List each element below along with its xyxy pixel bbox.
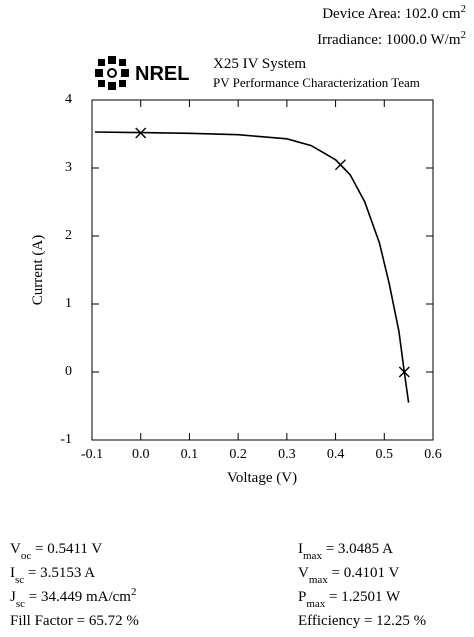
y-tick-label: -1 <box>60 432 72 447</box>
logo-text: NREL <box>135 63 189 85</box>
device-area: Device Area: 102.0 cm2 <box>322 3 466 22</box>
plot-frame <box>91 99 434 441</box>
x-axis-label: Voltage (V) <box>227 470 297 486</box>
subscript: max <box>306 598 325 610</box>
subscript: oc <box>21 550 32 562</box>
y-tick-label: 4 <box>65 92 72 107</box>
stat-left: Fill Factor = 65.72 % <box>10 613 139 629</box>
system-title: X25 IV System <box>213 56 306 72</box>
x-tick-label: -0.1 <box>81 447 103 462</box>
x-tick-label: 0.3 <box>278 447 296 462</box>
x-tick-label: 0.0 <box>132 447 150 462</box>
text-part: = 34.449 mA/cm <box>25 589 131 605</box>
subscript: max <box>303 550 322 562</box>
y-tick-label: 3 <box>65 160 72 175</box>
text-part: Efficiency = 12.25 % <box>298 613 426 629</box>
text-part: I <box>10 565 15 581</box>
x-tick-label: 0.5 <box>376 447 394 462</box>
text-part: I <box>298 541 303 557</box>
text-part: = 0.4101 V <box>328 565 400 581</box>
logo-icon <box>95 56 129 90</box>
text-part: = 1.2501 W <box>325 589 401 605</box>
stat-left: Isc = 3.5153 A <box>10 565 95 586</box>
text-part: V <box>298 565 309 581</box>
subscript: max <box>309 574 328 586</box>
text-part: Irradiance: 1000.0 W/m <box>317 32 461 48</box>
text-part: = 3.5153 A <box>24 565 95 581</box>
text-part: P <box>298 589 306 605</box>
stat-left: Voc = 0.5411 V <box>10 541 102 562</box>
irradiance: Irradiance: 1000.0 W/m2 <box>317 29 466 48</box>
text-part: = 3.0485 A <box>322 541 393 557</box>
x-tick-label: 0.6 <box>424 447 442 462</box>
y-tick-label: 2 <box>65 228 72 243</box>
subscript: sc <box>16 598 25 610</box>
text-part: V <box>10 541 21 557</box>
text-part: J <box>10 589 16 605</box>
y-tick-label: 0 <box>65 364 72 379</box>
y-tick-label: 1 <box>65 296 72 311</box>
iv-curve <box>94 131 410 403</box>
marker <box>334 159 346 171</box>
x-tick-label: 0.4 <box>327 447 345 462</box>
superscript: 2 <box>461 29 467 41</box>
subscript: sc <box>15 574 24 586</box>
y-axis-label: Current (A) <box>30 235 46 305</box>
stat-right: Vmax = 0.4101 V <box>298 565 399 586</box>
team-name: PV Performance Characterization Team <box>213 75 420 90</box>
text-part: Fill Factor = 65.72 % <box>10 613 139 629</box>
stat-right: Pmax = 1.2501 W <box>298 589 401 610</box>
x-tick-label: 0.1 <box>181 447 199 462</box>
marker <box>135 127 147 139</box>
stat-right: Imax = 3.0485 A <box>298 541 393 562</box>
superscript: 2 <box>461 3 467 15</box>
text-part: Device Area: 102.0 cm <box>322 6 461 22</box>
superscript: 2 <box>131 586 137 598</box>
x-tick-label: 0.2 <box>229 447 247 462</box>
stat-right: Efficiency = 12.25 % <box>298 613 426 629</box>
marker <box>398 366 410 378</box>
stat-left: Jsc = 34.449 mA/cm2 <box>10 586 136 610</box>
text-part: = 0.5411 V <box>31 541 102 557</box>
